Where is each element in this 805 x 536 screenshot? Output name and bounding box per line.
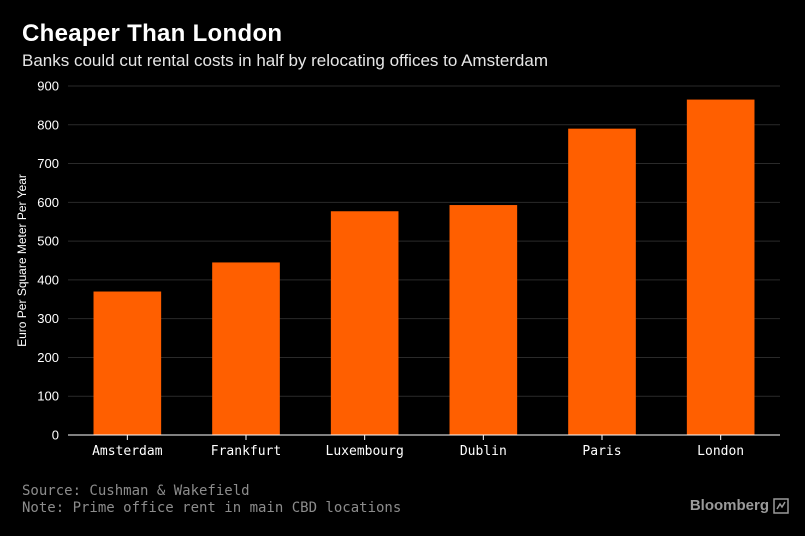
source-text: Source: Cushman & Wakefield [22,483,250,499]
y-tick-label: 700 [37,156,59,171]
bloomberg-terminal-icon [773,498,789,514]
y-tick-label: 800 [37,117,59,132]
x-tick-label: Frankfurt [211,444,281,459]
y-axis-label: Euro Per Square Meter Per Year [15,174,29,347]
x-tick-label: Amsterdam [92,444,163,459]
x-tick-label: London [697,444,744,459]
bar-paris [568,128,636,435]
bar-luxembourg [330,211,399,435]
chart-title: Cheaper Than London [22,20,283,47]
y-tick-label: 400 [37,272,59,287]
bar-chart: 0 100 200 300 400 500 600 700 800 900 Amsterdam Fr… [15,79,780,459]
bars [93,99,755,436]
x-axis-ticks: Amsterdam Frankfurt Luxembourg Dublin Paris L… [92,435,744,459]
y-axis-ticks: 0 100 200 300 400 500 600 700 800 900 [37,79,59,443]
x-tick-label: Paris [582,444,621,459]
bar-dublin [449,205,518,435]
x-tick-label: Luxembourg [326,444,404,459]
note-text: Note: Prime office rent in main CBD loca… [22,500,402,516]
bar-london [686,99,755,436]
y-tick-label: 200 [37,350,59,365]
y-tick-label: 500 [37,234,59,249]
y-tick-label: 100 [37,389,59,404]
bar-frankfurt [212,262,280,435]
y-tick-label: 900 [37,79,59,94]
y-tick-label: 300 [37,311,59,326]
brand-logo: Bloomberg [689,497,769,514]
gridlines [68,85,780,397]
bar-amsterdam [93,291,162,435]
chart-subtitle: Banks could cut rental costs in half by … [22,51,549,70]
x-tick-label: Dublin [460,444,507,459]
y-tick-label: 600 [37,195,59,210]
y-tick-label: 0 [52,428,59,443]
